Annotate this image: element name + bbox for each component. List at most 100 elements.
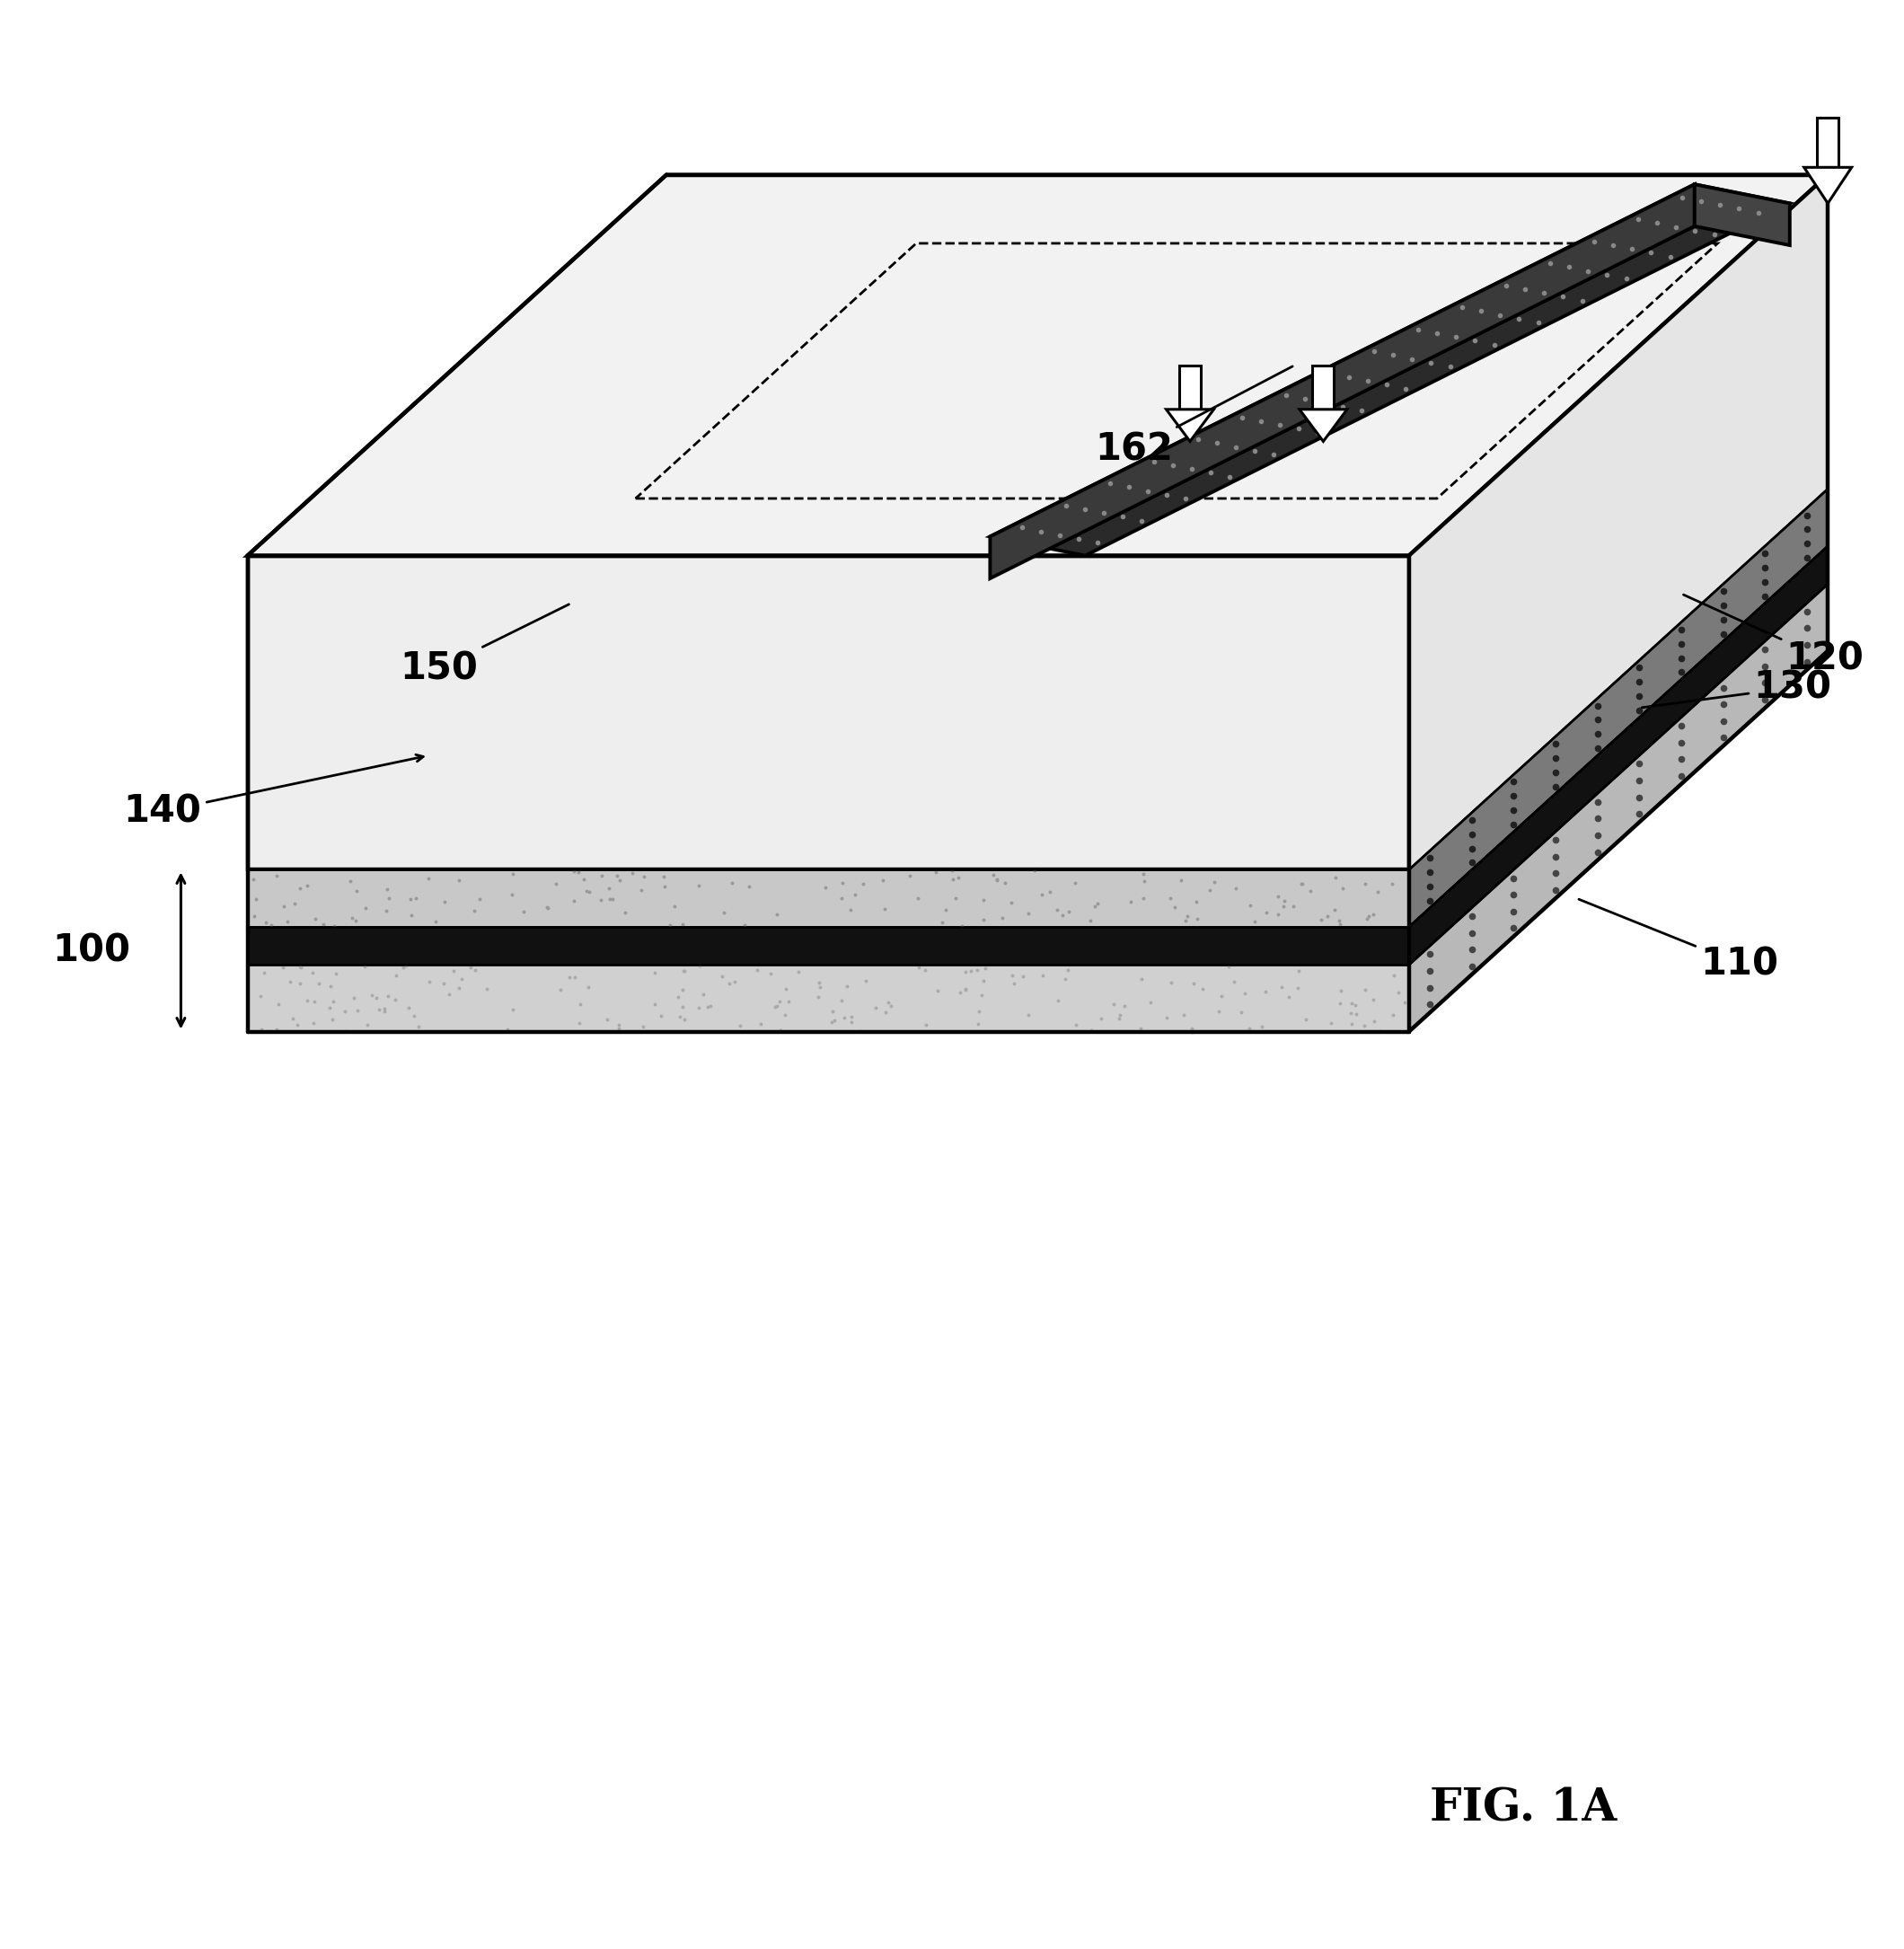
Point xyxy=(944,976,975,1008)
Point xyxy=(1026,516,1057,548)
Point xyxy=(362,982,392,1013)
Point xyxy=(962,955,992,986)
Polygon shape xyxy=(248,555,1409,869)
Point xyxy=(645,1000,676,1031)
Point xyxy=(421,906,451,937)
Point xyxy=(684,869,714,900)
Text: 130: 130 xyxy=(1641,669,1832,707)
Point xyxy=(246,1013,276,1045)
Point xyxy=(1278,891,1308,922)
Point xyxy=(803,971,834,1002)
Point xyxy=(1792,515,1822,546)
Point xyxy=(1053,955,1083,986)
Point xyxy=(571,875,602,906)
Point xyxy=(836,1002,866,1033)
Point xyxy=(575,877,605,908)
Point xyxy=(1582,704,1613,735)
Point xyxy=(1156,883,1186,914)
Point xyxy=(950,973,981,1004)
Point xyxy=(1169,1000,1200,1031)
Point xyxy=(1457,934,1487,965)
Point xyxy=(238,863,268,895)
Point xyxy=(1666,743,1696,774)
Point xyxy=(299,904,329,936)
Point xyxy=(1666,657,1696,688)
Point xyxy=(1708,706,1738,737)
Point xyxy=(1337,1010,1367,1041)
Point xyxy=(1498,780,1529,811)
Point xyxy=(1274,980,1304,1012)
Point xyxy=(1034,877,1064,908)
Point xyxy=(950,957,981,988)
Point xyxy=(963,996,994,1027)
Point xyxy=(1268,885,1299,916)
Point xyxy=(308,908,339,939)
Point xyxy=(1708,604,1738,635)
Point xyxy=(447,963,478,994)
Point xyxy=(1708,721,1738,752)
Point xyxy=(1641,207,1672,238)
Point xyxy=(1104,1000,1135,1031)
Text: 140: 140 xyxy=(124,754,423,830)
Point xyxy=(1792,630,1822,661)
Point xyxy=(1573,255,1603,287)
Point xyxy=(1158,450,1188,481)
Point xyxy=(941,883,971,914)
Point xyxy=(1283,955,1314,986)
Point xyxy=(1624,667,1655,698)
Point xyxy=(1127,963,1158,994)
Point xyxy=(1510,273,1540,304)
Point xyxy=(1171,483,1201,515)
Point xyxy=(1205,980,1236,1012)
Point xyxy=(314,971,345,1002)
Point xyxy=(352,1010,383,1041)
Point xyxy=(1220,431,1251,462)
Point xyxy=(1698,218,1729,249)
Point xyxy=(965,978,996,1010)
Point xyxy=(1289,384,1319,415)
Point xyxy=(895,860,925,891)
Point xyxy=(508,897,539,928)
Point xyxy=(1013,1000,1043,1031)
Point xyxy=(996,887,1026,918)
Point xyxy=(246,980,276,1012)
Point xyxy=(1457,900,1487,932)
Point xyxy=(459,895,489,926)
Point xyxy=(706,961,737,992)
Point xyxy=(320,959,350,990)
Point xyxy=(762,898,792,930)
Point xyxy=(832,971,863,1002)
Point xyxy=(1554,251,1584,283)
Point xyxy=(1182,902,1213,934)
Point xyxy=(1215,462,1245,493)
Point xyxy=(297,1008,327,1039)
Point xyxy=(1219,967,1249,998)
Text: FIG. 1A: FIG. 1A xyxy=(1430,1787,1616,1830)
Point xyxy=(541,867,571,898)
Point xyxy=(1171,906,1201,937)
Point xyxy=(1540,772,1571,803)
Point xyxy=(604,1013,634,1045)
Point xyxy=(1390,372,1420,403)
Point xyxy=(594,885,625,916)
Point xyxy=(1582,733,1613,764)
Point xyxy=(268,951,299,982)
Point xyxy=(257,910,288,941)
Point xyxy=(1498,879,1529,910)
Point xyxy=(329,996,360,1027)
Polygon shape xyxy=(1409,489,1828,928)
Point xyxy=(1792,499,1822,530)
Point xyxy=(1000,969,1030,1000)
Point xyxy=(373,883,404,914)
Point xyxy=(1262,898,1293,930)
Polygon shape xyxy=(248,869,1409,928)
Point xyxy=(1624,764,1655,795)
Point xyxy=(695,990,725,1021)
Point xyxy=(554,963,585,994)
Point xyxy=(1127,505,1158,536)
Point xyxy=(1177,1015,1207,1047)
Point xyxy=(1173,900,1203,932)
Polygon shape xyxy=(1695,185,1790,246)
Point xyxy=(1359,335,1390,366)
Point xyxy=(982,863,1013,895)
